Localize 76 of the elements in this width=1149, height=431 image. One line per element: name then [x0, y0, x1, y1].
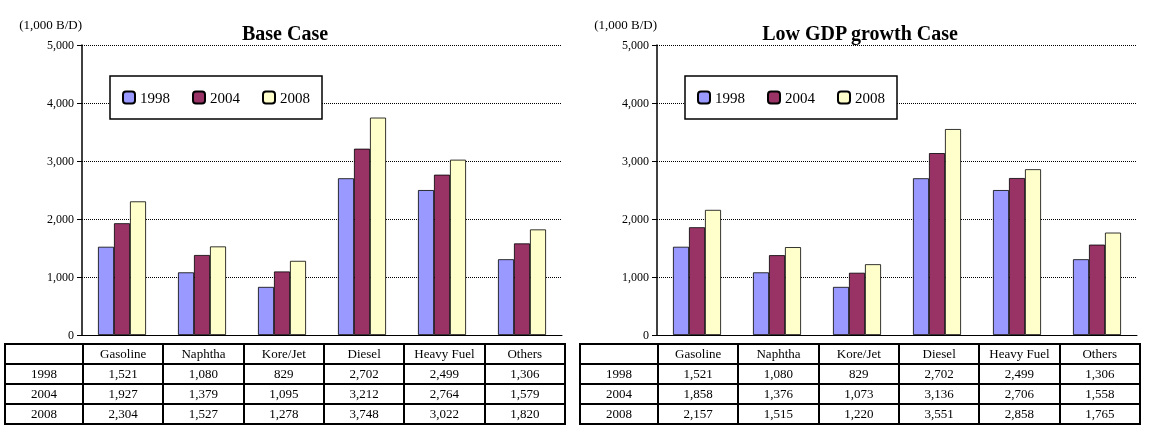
data-label: 3,212	[323, 384, 405, 404]
data-label: 1,527	[163, 404, 244, 424]
x-tick-label: Others	[1059, 344, 1140, 364]
y-tick-label: 4,000	[47, 96, 74, 110]
text: 1998	[31, 366, 57, 381]
x-tick-label: Diesel	[323, 344, 405, 364]
data-label: 1,820	[484, 404, 565, 424]
y-tick-label: 2,000	[47, 212, 74, 226]
data-label: 1,515	[738, 404, 819, 424]
data-label: 1,095	[243, 384, 324, 404]
data-label: 1,579	[484, 384, 565, 404]
y-tick-label: 5,000	[47, 38, 74, 52]
data-label: 829	[243, 364, 324, 384]
data-label: 2,702	[898, 364, 980, 384]
x-tick-label: Diesel	[898, 344, 980, 364]
y-axis-title: (1,000 B/D)	[594, 17, 657, 32]
data-label: 1,306	[1059, 364, 1140, 384]
x-tick-label: Heavy Fuel	[404, 344, 485, 364]
x-tick-label: Kore/Jet	[243, 344, 324, 364]
x-tick-label: Gasoline	[658, 344, 739, 364]
x-tick-label: Naphtha	[738, 344, 819, 364]
x-tick-label: Kore/Jet	[818, 344, 899, 364]
x-tick-label: Gasoline	[83, 344, 164, 364]
text: 2008	[606, 406, 632, 421]
data-label: 2,499	[404, 364, 485, 384]
text: 2004	[31, 386, 57, 401]
data-label: 2,499	[979, 364, 1060, 384]
data-label: 3,022	[404, 404, 485, 424]
text: 2004	[606, 386, 632, 401]
data-label: 1,521	[83, 364, 164, 384]
y-tick-label: 5,000	[622, 38, 649, 52]
data-label: 1,858	[658, 384, 739, 404]
data-label: 2,304	[83, 404, 164, 424]
legend-label: 2008	[280, 89, 310, 106]
data-label: 2,764	[404, 384, 485, 404]
data-label: 3,136	[898, 384, 980, 404]
data-label: 1,080	[738, 364, 819, 384]
y-tick-label: 4,000	[622, 96, 649, 110]
y-axis-title: (1,000 B/D)	[19, 17, 82, 32]
data-label: 2,706	[979, 384, 1060, 404]
data-label: 1,220	[818, 404, 899, 424]
data-label: 1,376	[738, 384, 819, 404]
data-label: 2,858	[979, 404, 1060, 424]
legend-label: 2004	[210, 89, 241, 106]
data-label: 829	[818, 364, 899, 384]
data-label: 1,278	[243, 404, 324, 424]
legend-label: 1998	[140, 89, 170, 106]
data-label: 1,379	[163, 384, 244, 404]
y-tick-label: 0	[68, 328, 74, 342]
data-label: 3,748	[323, 404, 405, 424]
data-label: 1,558	[1059, 384, 1140, 404]
data-label: 2,702	[323, 364, 405, 384]
data-label: 1,521	[658, 364, 739, 384]
y-tick-label: 1,000	[47, 270, 74, 284]
text: 1998	[606, 366, 632, 381]
data-label: 1,765	[1059, 404, 1140, 424]
legend-label: 1998	[715, 89, 745, 106]
chart-title: Low GDP growth Case	[762, 22, 958, 45]
x-tick-label: Others	[484, 344, 565, 364]
y-tick-label: 3,000	[622, 154, 649, 168]
x-tick-label: Heavy Fuel	[979, 344, 1060, 364]
y-tick-label: 0	[643, 328, 649, 342]
legend-label: 2004	[785, 89, 816, 106]
data-label: 3,551	[898, 404, 980, 424]
data-label: 1,306	[484, 364, 565, 384]
data-label: 1,080	[163, 364, 244, 384]
y-tick-label: 1,000	[622, 270, 649, 284]
data-label: 1,073	[818, 384, 899, 404]
x-tick-label: Naphtha	[163, 344, 244, 364]
y-tick-label: 2,000	[622, 212, 649, 226]
chart-title: Base Case	[241, 22, 329, 44]
data-label: 1,927	[83, 384, 164, 404]
y-tick-label: 3,000	[47, 154, 74, 168]
text: 2008	[31, 406, 57, 421]
data-label: 2,157	[658, 404, 739, 424]
legend-label: 2008	[855, 89, 885, 106]
